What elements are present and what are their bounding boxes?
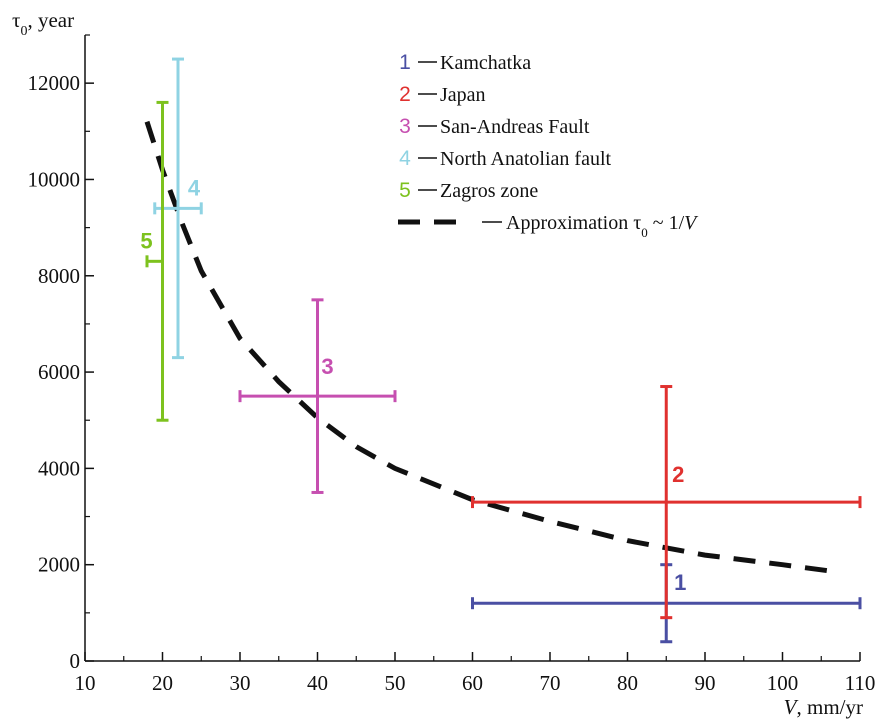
y-title-unit: , year [27, 8, 74, 32]
series-number-label: 2 [672, 462, 684, 487]
legend-number: 4 [399, 147, 411, 170]
y-axis-title: τ0, year [12, 8, 74, 39]
legend-label: Kamchatka [440, 52, 531, 74]
legend-label: Approximation τ0 ~ 1/V [506, 212, 699, 240]
series-san-andreas-fault: 3 [238, 298, 397, 494]
x-tick-label: 90 [695, 671, 716, 695]
x-tick-label: 10 [75, 671, 96, 695]
y-tick-label: 6000 [38, 360, 80, 384]
axes: 10 20 30 40 50 60 70 80 90 100 1100200040006000800… [28, 34, 876, 695]
y-tick-label: 10000 [28, 167, 81, 191]
y-tick-label: 2000 [38, 553, 80, 577]
x-axis-title: V, mm/yr [784, 695, 863, 719]
legend: 1 Kamchatka 2 Japan 3 San-Andreas Fault 4 North… [398, 51, 699, 240]
x-tick-label: 60 [462, 671, 483, 695]
y-tick-label: 4000 [38, 456, 80, 480]
legend-label: North Anatolian fault [440, 148, 612, 170]
x-tick-label: 80 [617, 671, 638, 695]
legend-approx-variable: V [684, 212, 699, 234]
legend-number: 5 [399, 179, 411, 202]
legend-item: 5 Zagros zone [399, 179, 538, 202]
x-tick-label: 110 [845, 671, 876, 695]
series-number-label: 4 [188, 175, 201, 200]
legend-approx-mid: ~ 1/ [648, 212, 685, 234]
approximation-curve [144, 120, 838, 575]
y-tick-label: 12000 [28, 71, 81, 95]
y-title-symbol: τ [12, 8, 20, 32]
series-zagros-zone: 5 [140, 100, 169, 422]
series-number-label: 5 [140, 228, 152, 253]
legend-item: 2 Japan [399, 83, 485, 106]
x-tick-label: 70 [540, 671, 561, 695]
legend-item: 3 San-Andreas Fault [399, 115, 590, 138]
series-number-label: 3 [321, 354, 333, 379]
legend-approx-subscript: 0 [641, 225, 648, 240]
legend-number: 1 [399, 51, 411, 74]
x-tick-label: 30 [230, 671, 251, 695]
legend-label: San-Andreas Fault [440, 116, 590, 138]
y-tick-label: 0 [70, 649, 81, 673]
series-number-label: 1 [674, 570, 686, 595]
legend-label: Japan [440, 84, 486, 106]
legend-number: 3 [399, 115, 411, 138]
approximation-curve-layer [144, 120, 838, 575]
legend-item: 4 North Anatolian fault [399, 147, 611, 170]
x-tick-label: 100 [767, 671, 799, 695]
x-tick-label: 50 [385, 671, 406, 695]
series-north-anatolian-fault: 4 [153, 57, 203, 360]
x-title-variable: V [784, 695, 799, 719]
legend-approx-prefix: Approximation τ [506, 212, 641, 234]
y-tick-label: 8000 [38, 264, 80, 288]
series-japan: 2 [471, 385, 862, 620]
x-title-unit: , mm/yr [797, 695, 864, 719]
legend-item-approximation: Approximation τ0 ~ 1/V [398, 212, 699, 240]
x-tick-label: 40 [307, 671, 328, 695]
series-layer: 1 2 3 4 5 [140, 57, 862, 644]
legend-number: 2 [399, 83, 411, 106]
legend-item: 1 Kamchatka [399, 51, 531, 74]
legend-label: Zagros zone [440, 180, 538, 202]
x-tick-label: 20 [152, 671, 173, 695]
y-title-subscript: 0 [20, 24, 27, 39]
